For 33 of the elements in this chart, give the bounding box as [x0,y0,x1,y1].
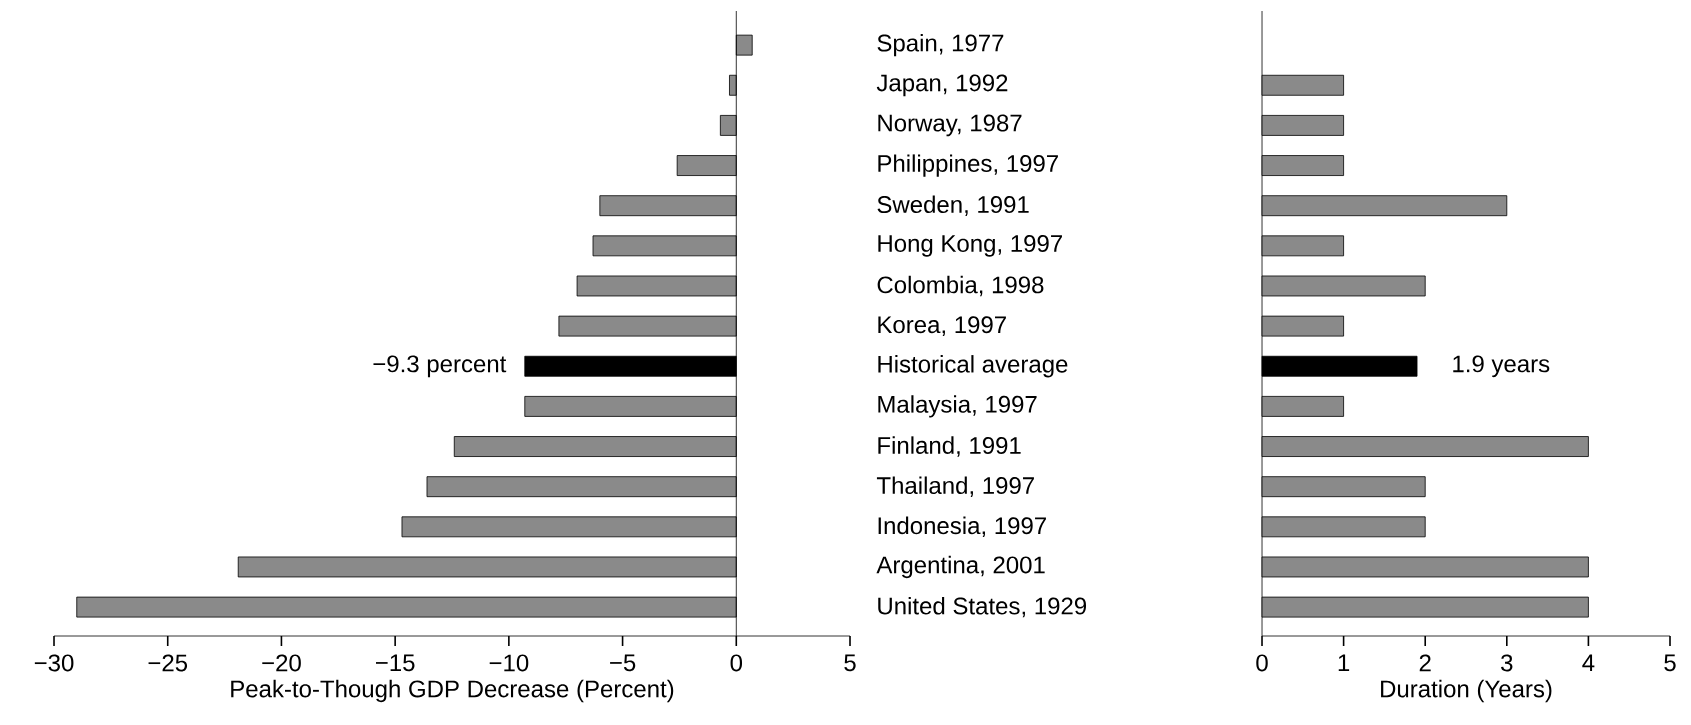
x-tick-label: −20 [262,654,301,672]
y-tick-label: Japan, 1992 [876,74,1008,97]
y-tick-label: Norway, 1987 [878,114,1022,137]
x-tick-label: −30 [34,654,74,672]
data-label: −9.3 percent [373,355,507,378]
y-tick-label: Thailand, 1997 [876,476,1034,497]
y-tick-label: Malaysia, 1997 [878,395,1037,418]
y-tick-label: Sweden, 1991 [877,195,1029,216]
x-tick-label: −5 [610,654,636,672]
x-tick-label: 1 [1338,654,1350,671]
y-tick-label: Historical average [878,355,1068,378]
x-tick-label: 3 [1501,654,1513,672]
x-tick-label: 0 [730,654,743,672]
y-tick-label: Indonesia, 1997 [878,516,1046,538]
y-tick-label: Colombia, 1998 [877,275,1044,297]
y-tick-label: Philippines, 1997 [878,154,1058,177]
data-label: 1.9 years [1453,355,1550,378]
y-tick-label: Argentina, 2001 [876,555,1045,579]
y-tick-label: Finland, 1991 [878,436,1021,457]
x-tick-label: −25 [148,654,188,672]
x-tick-label: 2 [1419,654,1431,672]
y-tick-label: Hong Kong, 1997 [878,234,1062,257]
x-tick-label: 0 [1256,654,1268,672]
x-tick-label: 4 [1582,654,1595,671]
x-axis-title: Duration (Years) [1381,679,1552,703]
x-tick-label: −15 [375,654,415,672]
x-tick-label: −10 [489,654,529,672]
x-axis-title: Peak-to-Though GDP Decrease (Percent) [231,679,674,703]
x-tick-label: 5 [844,654,856,672]
y-tick-label: United States, 1929 [878,596,1087,618]
x-tick-label: 5 [1664,654,1676,672]
y-tick-label: Korea, 1997 [878,316,1006,337]
y-tick-label: Spain, 1977 [877,33,1004,57]
